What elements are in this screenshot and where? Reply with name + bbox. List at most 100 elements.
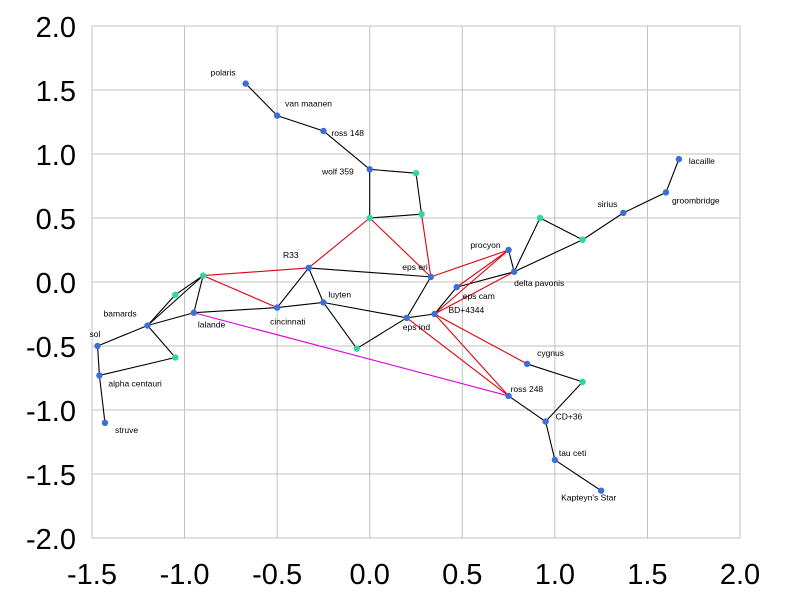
point-j_sa xyxy=(536,214,544,222)
label-polaris: polaris xyxy=(211,68,236,78)
label-sol: sol xyxy=(90,329,101,339)
label-lacaille: lacaille xyxy=(689,156,715,166)
point-procyon xyxy=(505,246,512,254)
label-ross148: ross 148 xyxy=(331,128,364,138)
label-sirius: sirius xyxy=(598,199,618,209)
star-points xyxy=(94,80,683,494)
point-j_b1 xyxy=(172,354,179,361)
link-epsind-BD4344 xyxy=(406,313,435,319)
link-polaris-vanmaanen xyxy=(245,83,278,116)
point-BD4344 xyxy=(431,310,438,318)
link-lalande-ross248 xyxy=(193,312,509,397)
x-tick-label: 2.0 xyxy=(720,559,760,591)
link-j_sb-deltapavonis xyxy=(513,239,583,273)
point-kapteyn xyxy=(597,487,605,494)
label-BD4344: BD+4344 xyxy=(449,305,485,315)
star-labels: polaris van maanen ross 148 wolf 359 lacaill… xyxy=(90,68,720,503)
x-tick-label: -0.5 xyxy=(252,559,302,591)
link-R33-luyten xyxy=(308,267,324,303)
y-tick-label: -2.0 xyxy=(26,524,76,556)
link-R33-cincinnati xyxy=(276,267,310,308)
y-tick-label: 1.0 xyxy=(36,140,76,172)
link-j_l1-lalande xyxy=(193,275,204,313)
link-j_sa-deltapavonis xyxy=(513,217,541,272)
link-luyten-epsind xyxy=(323,301,407,319)
link-bamards-sol xyxy=(97,325,148,347)
label-groombridge: groombridge xyxy=(672,195,720,205)
label-tauceti: tau ceti xyxy=(559,448,587,458)
link-lalande-cincinnati xyxy=(193,307,278,314)
link-j_b1-alphacentauri xyxy=(99,356,176,376)
point-j_wb xyxy=(366,214,373,222)
link-sirius-j_sb xyxy=(582,212,624,241)
link-j_cy-CD36 xyxy=(545,381,584,422)
link-j_wb-R33 xyxy=(308,217,371,269)
link-ross148-wolf359 xyxy=(323,130,371,170)
point-groombridge xyxy=(662,189,670,196)
point-struve xyxy=(101,419,109,426)
y-tick-label: -1.5 xyxy=(26,460,76,492)
link-ross248-CD36 xyxy=(508,395,546,422)
link-alphacentauri-struve xyxy=(98,375,106,423)
link-epscam-procyon xyxy=(456,249,509,288)
label-cincinnati: cincinnati xyxy=(270,317,306,327)
link-vanmaanen-ross148 xyxy=(276,115,324,132)
link-j_l2-bamards xyxy=(147,294,176,326)
label-vanmaanen: van maanen xyxy=(285,99,332,109)
point-luyten xyxy=(320,299,327,306)
link-deltapavonis-epscam xyxy=(456,271,515,288)
point-cincinnati xyxy=(273,304,281,311)
point-alphacentauri xyxy=(96,372,103,379)
point-cygnus xyxy=(523,360,531,368)
link-R33-j_l1 xyxy=(203,267,309,277)
point-j_cy xyxy=(579,378,586,386)
point-j_l2 xyxy=(172,291,179,298)
link-CD36-tauceti xyxy=(545,421,556,461)
label-bamards: bamards xyxy=(104,309,137,319)
y-tick-label: 2.0 xyxy=(36,12,76,44)
link-j_wr-j_wm xyxy=(415,173,423,215)
link-bamards-j_b1 xyxy=(147,325,176,358)
label-epsind: eps ind xyxy=(403,322,431,332)
point-wolf359 xyxy=(366,166,373,173)
link-procyon-deltapavonis xyxy=(508,249,515,272)
link-lalande-bamards xyxy=(147,312,194,327)
y-tick-label: 1.5 xyxy=(36,76,76,108)
link-wolf359-j_wr xyxy=(369,168,417,174)
point-lalande xyxy=(190,309,198,316)
link-cincinnati-luyten xyxy=(277,301,324,309)
point-tauceti xyxy=(551,456,559,464)
link-epseri-procyon xyxy=(430,249,509,278)
label-luyten: luyten xyxy=(328,289,351,299)
label-epseri: eps eri xyxy=(402,262,428,272)
link-BD4344-ross248 xyxy=(434,313,509,397)
x-tick-label: 1.0 xyxy=(535,559,575,591)
link-j_l1-bamards xyxy=(147,275,204,326)
point-j_sb xyxy=(579,236,586,243)
label-procyon: procyon xyxy=(470,240,501,250)
point-deltapavonis xyxy=(510,268,518,275)
link-j_l1-j_l2 xyxy=(175,275,204,296)
label-lalande: lalande xyxy=(198,320,226,330)
point-sol xyxy=(94,342,101,350)
link-j_sb-j_sa xyxy=(539,217,583,241)
link-lacaille-groombridge xyxy=(665,158,680,193)
link-j_wb-epseri xyxy=(369,217,432,278)
point-ross148 xyxy=(320,127,327,135)
link-j_wb-j_wm xyxy=(369,213,422,219)
label-deltapavonis: delta pavonis xyxy=(514,278,564,288)
point-sirius xyxy=(620,209,627,217)
label-epscam: eps cam xyxy=(463,291,495,301)
link-epsind-j_lc xyxy=(356,317,408,350)
point-bamards xyxy=(144,322,151,329)
link-sol-alphacentauri xyxy=(97,345,100,376)
label-cygnus: cygnus xyxy=(537,348,564,358)
link-j_lc-luyten xyxy=(322,302,358,349)
link-epsind-ross248 xyxy=(406,317,509,397)
x-axis-tick-labels: -1.5 -1.0 -0.5 0.0 0.5 1.0 1.5 2.0 xyxy=(67,559,760,591)
point-polaris xyxy=(242,80,249,87)
point-R33 xyxy=(305,264,312,272)
grid-lines xyxy=(91,25,741,539)
point-ross248 xyxy=(505,392,512,400)
point-j_wm xyxy=(418,210,425,218)
